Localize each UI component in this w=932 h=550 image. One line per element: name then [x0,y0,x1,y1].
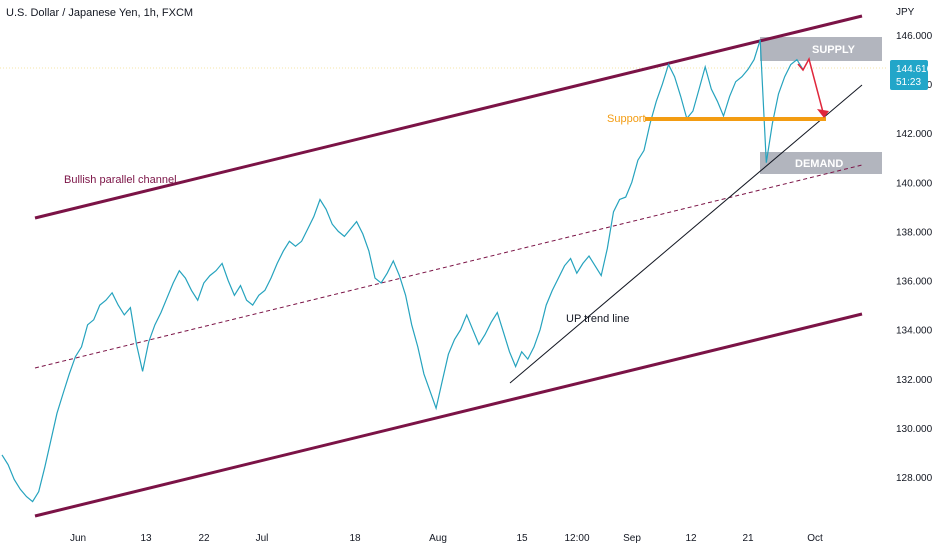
price-tick-label: 136.000 [896,277,932,288]
price-tick-label: 142.000 [896,129,932,140]
supply-label: SUPPLY [812,44,856,56]
price-tick-label: 132.000 [896,375,932,386]
time-tick-label: 22 [198,533,210,544]
price-tick-label: 134.000 [896,326,932,337]
time-tick-label: 12 [685,533,697,544]
time-tick-label: Jul [256,533,269,544]
channel-lower-line[interactable] [34,312,863,518]
countdown-value: 51:23 [896,77,921,88]
time-tick-label: 21 [742,533,754,544]
time-axis-ticks: Jun 13 22 Jul 18 Aug 15 12:00 Sep 12 21 Oct [70,533,823,544]
trendline-label: UP trend line [566,313,629,325]
chart-title: U.S. Dollar / Japanese Yen, 1h, FXCM [6,7,193,19]
currency-label: JPY [896,7,915,18]
time-axis-panel[interactable] [0,525,888,550]
last-price-value: 144.616 [896,64,932,75]
time-tick-label: 18 [349,533,361,544]
channel-midline[interactable] [34,164,863,369]
last-price-tag [890,60,928,90]
price-tick-label: 138.000 [896,227,932,238]
price-tick-label: 146.000 [896,31,932,42]
time-tick-label: Oct [807,533,823,544]
price-tick-label: 128.000 [896,473,932,484]
demand-zone[interactable] [760,152,882,174]
support-label: Support [607,113,646,125]
time-tick-label: Jun [70,533,86,544]
time-tick-label: Aug [429,533,447,544]
price-tick-label: 130.000 [896,424,932,435]
time-tick-label: 13 [140,533,152,544]
supply-zone[interactable] [760,37,882,61]
price-series-line[interactable] [1,39,804,503]
demand-label: DEMAND [795,158,843,170]
channel-upper-line[interactable] [34,14,863,220]
time-tick-label: Sep [623,533,641,544]
time-tick-label: 12:00 [564,533,589,544]
up-trend-line[interactable] [509,84,863,384]
time-tick-label: 15 [516,533,528,544]
channel-label: Bullish parallel channel [64,174,177,186]
forecast-arrowhead [817,109,829,118]
forecast-arrow[interactable] [797,56,825,117]
price-tick-label: 140.000 [896,178,932,189]
